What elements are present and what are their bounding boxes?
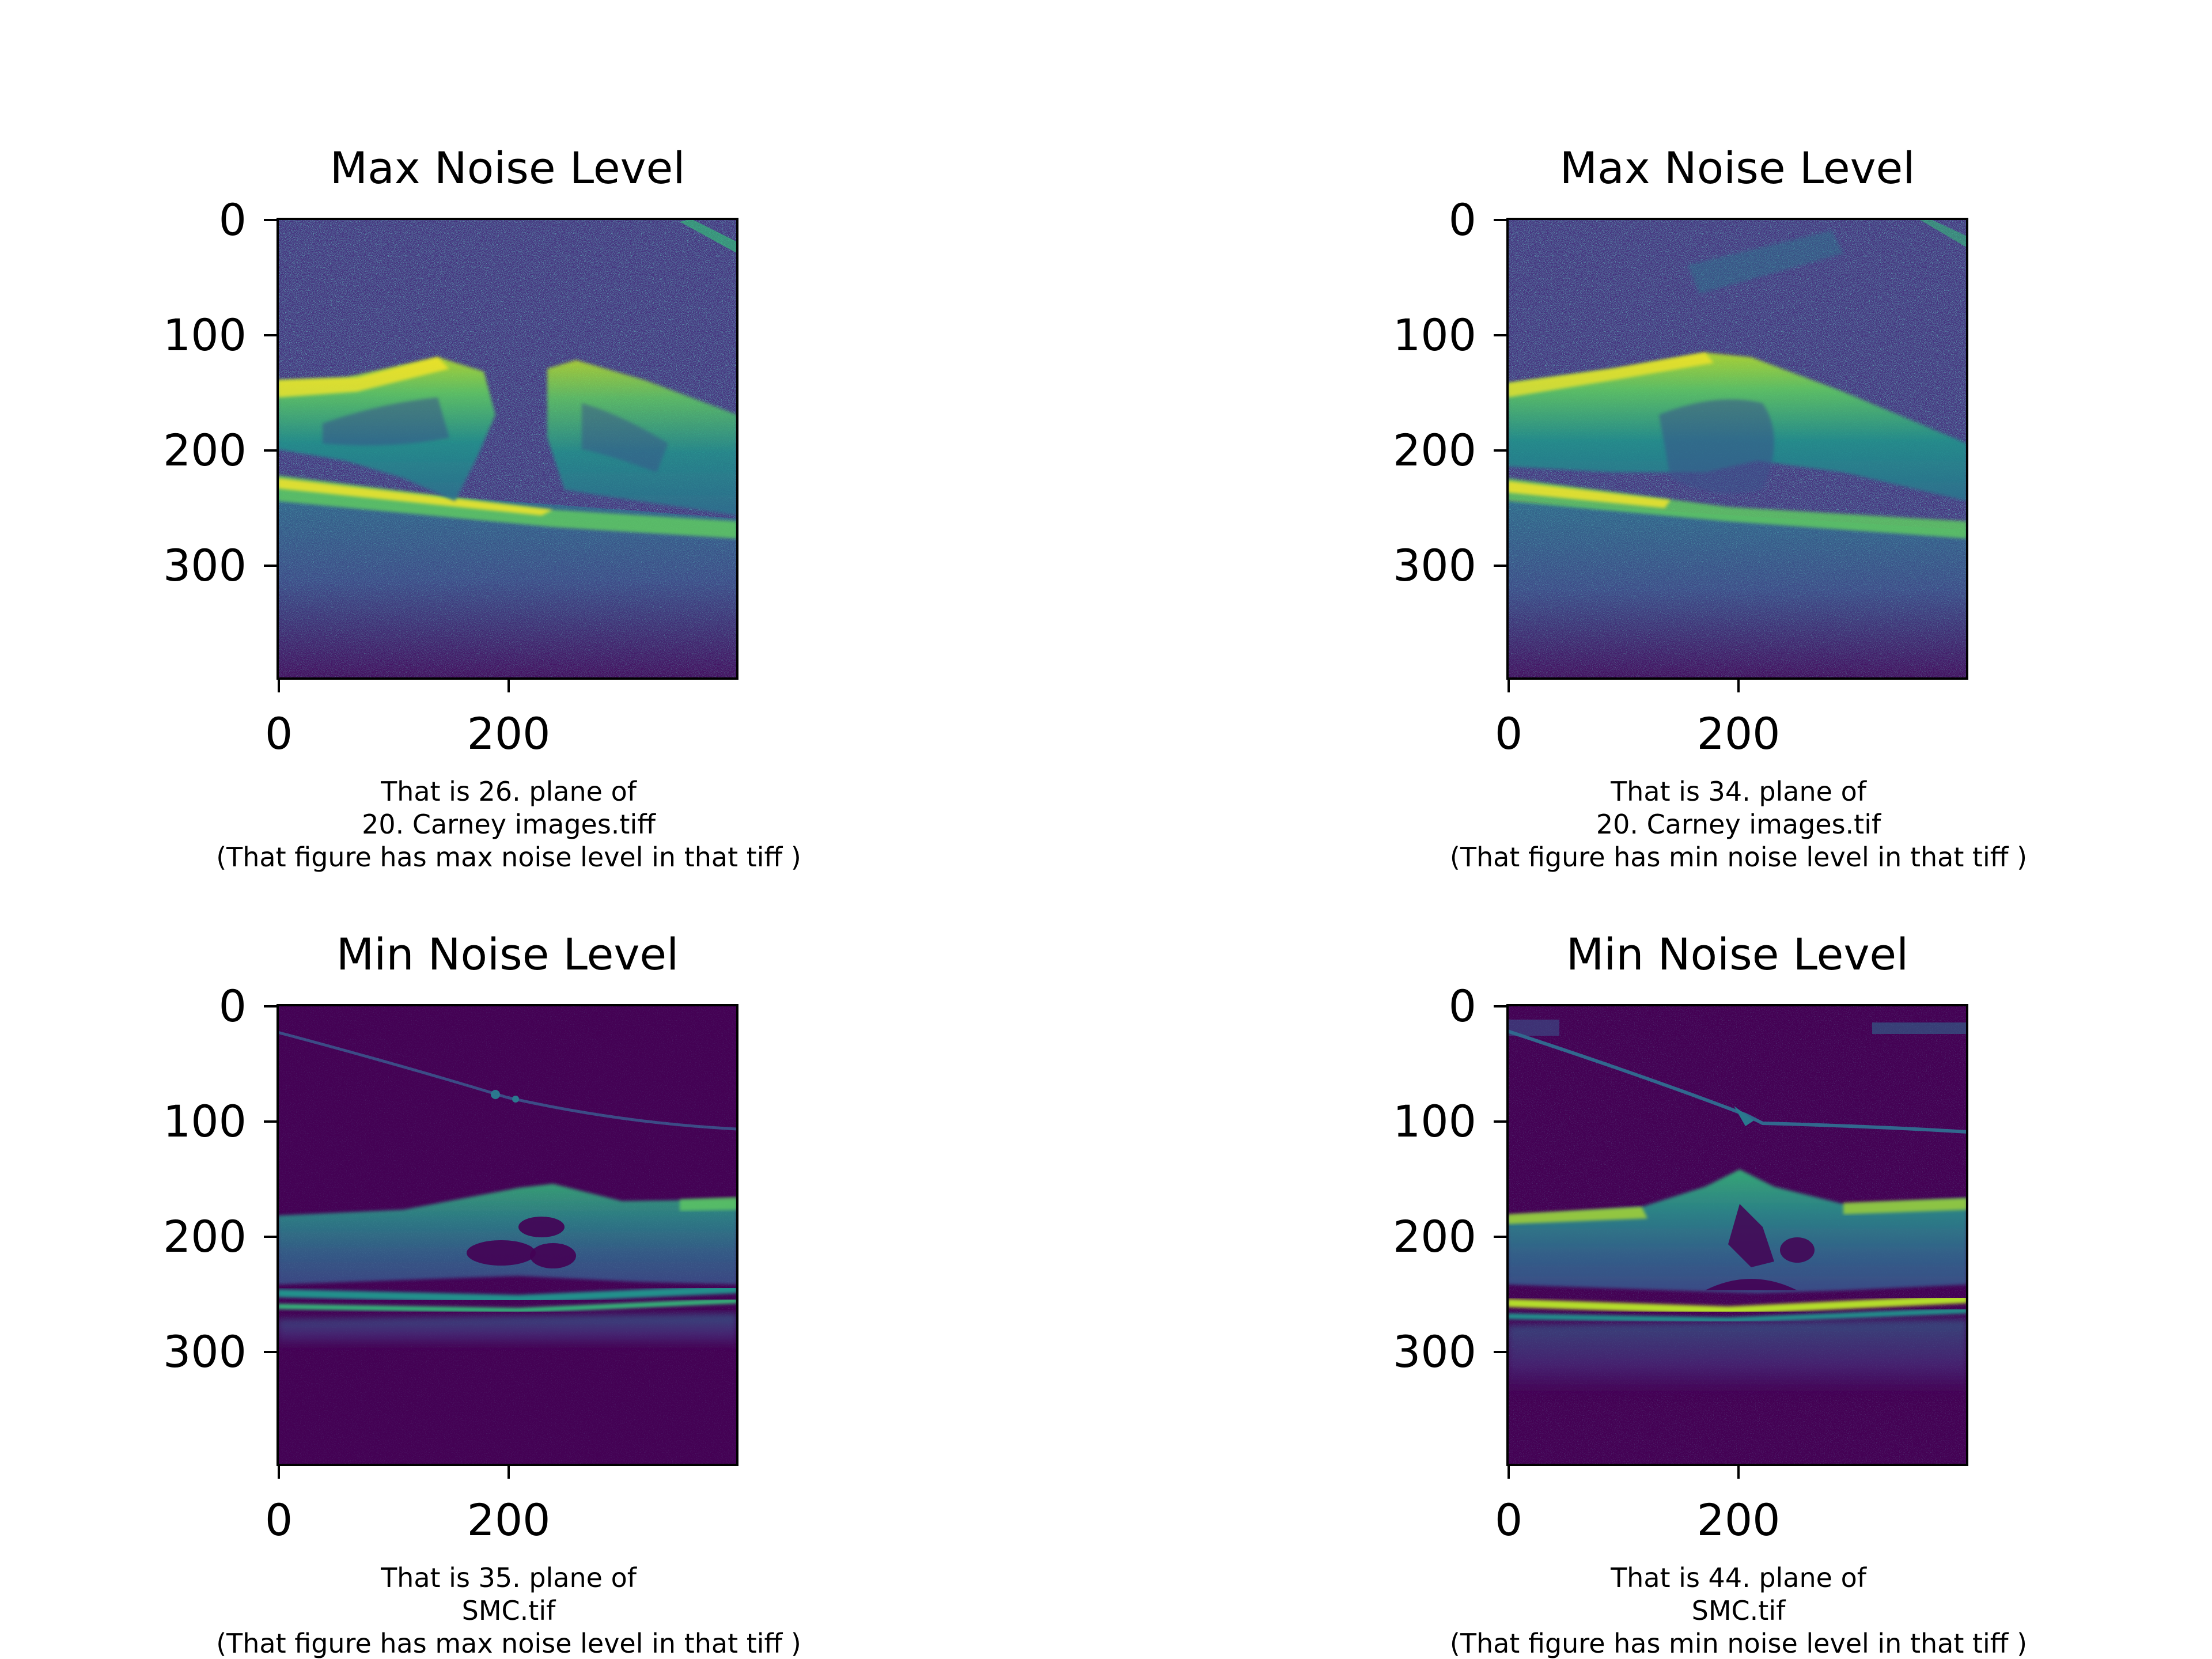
y-tick-label: 0 <box>219 980 247 1032</box>
oct-image <box>1508 1005 1967 1465</box>
y-tick-label: 200 <box>1393 425 1476 476</box>
x-axis: 0 200 <box>1495 679 1781 759</box>
y-tick-label: 100 <box>1393 1096 1476 1147</box>
y-tick-label: 300 <box>1393 1326 1476 1377</box>
panel-max-noise-2: Max Noise Level 0 100 200 300 <box>1393 142 2027 873</box>
caption-line: (That figure has max noise level in that… <box>216 1628 801 1659</box>
caption-line: That is 44. plane of <box>1610 1562 1868 1593</box>
x-tick-label: 200 <box>467 1494 550 1546</box>
y-tick-label: 200 <box>163 1211 247 1262</box>
y-axis: 0 100 200 300 <box>163 980 278 1377</box>
y-tick-label: 0 <box>1449 194 1476 245</box>
panel-title: Min Noise Level <box>336 929 679 980</box>
x-tick-label: 200 <box>1696 1494 1780 1546</box>
y-tick-label: 200 <box>163 425 247 476</box>
caption: That is 26. plane of 20. Carney images.t… <box>216 776 801 873</box>
panel-title: Min Noise Level <box>1566 929 1909 980</box>
oct-image <box>1508 219 1967 679</box>
caption: That is 34. plane of 20. Carney images.t… <box>1450 776 2027 873</box>
caption-line: 20. Carney images.tiff <box>362 809 656 840</box>
x-axis: 0 200 <box>1495 1465 1781 1546</box>
panel-title: Max Noise Level <box>1560 142 1915 194</box>
y-tick-label: 200 <box>1393 1211 1476 1262</box>
caption-line: (That figure has min noise level in that… <box>1450 842 2027 873</box>
caption-line: 20. Carney images.tif <box>1596 809 1882 840</box>
y-tick-label: 300 <box>163 1326 247 1377</box>
y-tick-label: 100 <box>1393 309 1476 361</box>
x-axis: 0 200 <box>265 679 551 759</box>
panel-min-noise-1: Min Noise Level 0 100 <box>163 929 801 1659</box>
caption-line: That is 35. plane of <box>380 1562 638 1593</box>
x-tick-label: 0 <box>1495 1494 1522 1546</box>
y-tick-label: 100 <box>163 309 247 361</box>
y-axis: 0 100 200 300 <box>1393 194 1508 591</box>
caption-line: (That figure has max noise level in that… <box>216 842 801 873</box>
caption-line: That is 34. plane of <box>1610 776 1868 807</box>
x-tick-label: 200 <box>1696 708 1780 759</box>
x-tick-label: 0 <box>265 708 293 759</box>
y-tick-label: 0 <box>219 194 247 245</box>
y-axis: 0 100 200 300 <box>1393 980 1508 1377</box>
y-tick-label: 300 <box>1393 540 1476 591</box>
y-tick-label: 0 <box>1449 980 1476 1032</box>
caption: That is 44. plane of SMC.tif (That figur… <box>1450 1562 2027 1659</box>
x-tick-label: 200 <box>467 708 550 759</box>
x-axis: 0 200 <box>265 1465 551 1546</box>
x-tick-label: 0 <box>1495 708 1522 759</box>
caption-line: (That figure has min noise level in that… <box>1450 1628 2027 1659</box>
caption-line: That is 26. plane of <box>380 776 638 807</box>
oct-image <box>278 1005 737 1465</box>
y-tick-label: 100 <box>163 1096 247 1147</box>
caption-line: SMC.tif <box>462 1595 556 1626</box>
y-tick-label: 300 <box>163 540 247 591</box>
y-axis: 0 100 200 300 <box>163 194 278 591</box>
oct-image <box>278 219 737 679</box>
x-tick-label: 0 <box>265 1494 293 1546</box>
panel-title: Max Noise Level <box>330 142 685 194</box>
panel-max-noise-1: Max Noise Level 0 100 <box>163 142 801 873</box>
caption-line: SMC.tif <box>1692 1595 1786 1626</box>
caption: That is 35. plane of SMC.tif (That figur… <box>216 1562 801 1659</box>
panel-min-noise-2: Min Noise Level <box>1393 929 2027 1659</box>
